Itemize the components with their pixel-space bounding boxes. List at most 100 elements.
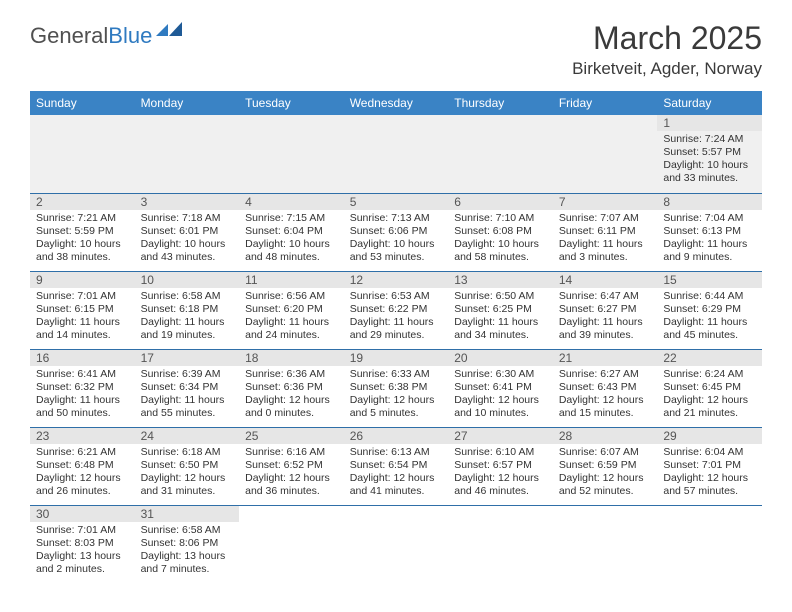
day-number: 7 [553, 194, 658, 210]
day-number: 28 [553, 428, 658, 444]
day-number: 13 [448, 272, 553, 288]
day-details: Sunrise: 6:07 AMSunset: 6:59 PMDaylight:… [559, 446, 652, 499]
calendar-week-row: 1Sunrise: 7:24 AMSunset: 5:57 PMDaylight… [30, 115, 762, 193]
calendar-table: Sunday Monday Tuesday Wednesday Thursday… [30, 91, 762, 583]
calendar-cell: 10Sunrise: 6:58 AMSunset: 6:18 PMDayligh… [135, 271, 240, 349]
day-number: 16 [30, 350, 135, 366]
calendar-cell [344, 115, 449, 193]
day-details: Sunrise: 7:07 AMSunset: 6:11 PMDaylight:… [559, 212, 652, 265]
calendar-cell [553, 505, 658, 583]
day-details: Sunrise: 6:18 AMSunset: 6:50 PMDaylight:… [141, 446, 234, 499]
day-details: Sunrise: 6:58 AMSunset: 8:06 PMDaylight:… [141, 524, 234, 577]
logo: GeneralBlue [30, 20, 182, 52]
calendar-cell [30, 115, 135, 193]
calendar-cell: 24 Sunrise: 6:18 AMSunset: 6:50 PMDayligh… [135, 427, 240, 505]
calendar-cell: 20Sunrise: 6:30 AMSunset: 6:41 PMDayligh… [448, 349, 553, 427]
day-details: Sunrise: 7:21 AMSunset: 5:59 PMDaylight:… [36, 212, 129, 265]
title-block: March 2025 Birketveit, Agder, Norway [572, 20, 762, 79]
calendar-week-row: 30 Sunrise: 7:01 AMSunset: 8:03 PMDayligh… [30, 505, 762, 583]
header: GeneralBlue March 2025 Birketveit, Agder… [30, 20, 762, 79]
day-number: 2 [30, 194, 135, 210]
calendar-cell: 27 Sunrise: 6:10 AMSunset: 6:57 PMDayligh… [448, 427, 553, 505]
day-details: Sunrise: 7:01 AMSunset: 8:03 PMDaylight:… [36, 524, 129, 577]
day-number: 3 [135, 194, 240, 210]
day-details: Sunrise: 6:24 AMSunset: 6:45 PMDaylight:… [663, 368, 756, 421]
day-details: Sunrise: 6:44 AMSunset: 6:29 PMDaylight:… [663, 290, 756, 343]
day-number: 24 [135, 428, 240, 444]
calendar-cell: 31Sunrise: 6:58 AMSunset: 8:06 PMDayligh… [135, 505, 240, 583]
calendar-cell [239, 505, 344, 583]
calendar-cell: 30 Sunrise: 7:01 AMSunset: 8:03 PMDayligh… [30, 505, 135, 583]
calendar-cell: 13 Sunrise: 6:50 AMSunset: 6:25 PMDayligh… [448, 271, 553, 349]
logo-flag-icon [156, 20, 182, 46]
day-number: 29 [657, 428, 762, 444]
day-number: 1 [657, 115, 762, 131]
day-number: 17 [135, 350, 240, 366]
calendar-cell [448, 115, 553, 193]
calendar-cell: 23 Sunrise: 6:21 AMSunset: 6:48 PMDayligh… [30, 427, 135, 505]
day-number: 26 [344, 428, 449, 444]
location: Birketveit, Agder, Norway [572, 59, 762, 79]
day-number: 12 [344, 272, 449, 288]
calendar-cell: 9Sunrise: 7:01 AMSunset: 6:15 PMDaylight… [30, 271, 135, 349]
calendar-cell: 4 Sunrise: 7:15 AMSunset: 6:04 PMDaylight… [239, 193, 344, 271]
day-details: Sunrise: 6:53 AMSunset: 6:22 PMDaylight:… [350, 290, 443, 343]
month-title: March 2025 [572, 20, 762, 57]
calendar-cell: 28 Sunrise: 6:07 AMSunset: 6:59 PMDayligh… [553, 427, 658, 505]
day-header: Tuesday [239, 91, 344, 115]
day-details: Sunrise: 6:10 AMSunset: 6:57 PMDaylight:… [454, 446, 547, 499]
calendar-week-row: 23 Sunrise: 6:21 AMSunset: 6:48 PMDayligh… [30, 427, 762, 505]
calendar-cell [239, 115, 344, 193]
day-number: 5 [344, 194, 449, 210]
day-number: 21 [553, 350, 658, 366]
calendar-week-row: 2 Sunrise: 7:21 AMSunset: 5:59 PMDaylight… [30, 193, 762, 271]
day-details: Sunrise: 6:56 AMSunset: 6:20 PMDaylight:… [245, 290, 338, 343]
calendar-cell: 26Sunrise: 6:13 AMSunset: 6:54 PMDayligh… [344, 427, 449, 505]
day-number: 15 [657, 272, 762, 288]
calendar-cell: 5 Sunrise: 7:13 AMSunset: 6:06 PMDaylight… [344, 193, 449, 271]
calendar-cell: 3Sunrise: 7:18 AMSunset: 6:01 PMDaylight… [135, 193, 240, 271]
calendar-cell: 1Sunrise: 7:24 AMSunset: 5:57 PMDaylight… [657, 115, 762, 193]
day-number: 23 [30, 428, 135, 444]
calendar-cell: 22 Sunrise: 6:24 AMSunset: 6:45 PMDayligh… [657, 349, 762, 427]
day-details: Sunrise: 6:33 AMSunset: 6:38 PMDaylight:… [350, 368, 443, 421]
day-details: Sunrise: 7:10 AMSunset: 6:08 PMDaylight:… [454, 212, 547, 265]
day-number: 30 [30, 506, 135, 522]
day-header: Monday [135, 91, 240, 115]
calendar-cell [657, 505, 762, 583]
day-details: Sunrise: 7:01 AMSunset: 6:15 PMDaylight:… [36, 290, 129, 343]
day-details: Sunrise: 7:13 AMSunset: 6:06 PMDaylight:… [350, 212, 443, 265]
calendar-cell: 19 Sunrise: 6:33 AMSunset: 6:38 PMDayligh… [344, 349, 449, 427]
day-details: Sunrise: 6:36 AMSunset: 6:36 PMDaylight:… [245, 368, 338, 421]
day-details: Sunrise: 6:39 AMSunset: 6:34 PMDaylight:… [141, 368, 234, 421]
day-details: Sunrise: 6:21 AMSunset: 6:48 PMDaylight:… [36, 446, 129, 499]
day-number: 19 [344, 350, 449, 366]
calendar-cell: 25Sunrise: 6:16 AMSunset: 6:52 PMDayligh… [239, 427, 344, 505]
day-details: Sunrise: 6:16 AMSunset: 6:52 PMDaylight:… [245, 446, 338, 499]
day-header: Wednesday [344, 91, 449, 115]
logo-text-general: General [30, 23, 108, 49]
calendar-cell: 18 Sunrise: 6:36 AMSunset: 6:36 PMDayligh… [239, 349, 344, 427]
day-details: Sunrise: 6:41 AMSunset: 6:32 PMDaylight:… [36, 368, 129, 421]
calendar-cell: 7 Sunrise: 7:07 AMSunset: 6:11 PMDaylight… [553, 193, 658, 271]
calendar-cell [135, 115, 240, 193]
day-details: Sunrise: 7:15 AMSunset: 6:04 PMDaylight:… [245, 212, 338, 265]
day-header: Thursday [448, 91, 553, 115]
calendar-cell: 17 Sunrise: 6:39 AMSunset: 6:34 PMDayligh… [135, 349, 240, 427]
day-number: 6 [448, 194, 553, 210]
day-details: Sunrise: 6:50 AMSunset: 6:25 PMDaylight:… [454, 290, 547, 343]
calendar-cell [553, 115, 658, 193]
calendar-cell: 15 Sunrise: 6:44 AMSunset: 6:29 PMDayligh… [657, 271, 762, 349]
day-header: Saturday [657, 91, 762, 115]
calendar-cell [344, 505, 449, 583]
day-number: 8 [657, 194, 762, 210]
calendar-cell: 14Sunrise: 6:47 AMSunset: 6:27 PMDayligh… [553, 271, 658, 349]
calendar-cell: 29Sunrise: 6:04 AMSunset: 7:01 PMDayligh… [657, 427, 762, 505]
day-number: 18 [239, 350, 344, 366]
calendar-cell: 8Sunrise: 7:04 AMSunset: 6:13 PMDaylight… [657, 193, 762, 271]
day-number: 4 [239, 194, 344, 210]
calendar-cell: 21Sunrise: 6:27 AMSunset: 6:43 PMDayligh… [553, 349, 658, 427]
day-number: 27 [448, 428, 553, 444]
calendar-cell: 6 Sunrise: 7:10 AMSunset: 6:08 PMDaylight… [448, 193, 553, 271]
day-number: 22 [657, 350, 762, 366]
